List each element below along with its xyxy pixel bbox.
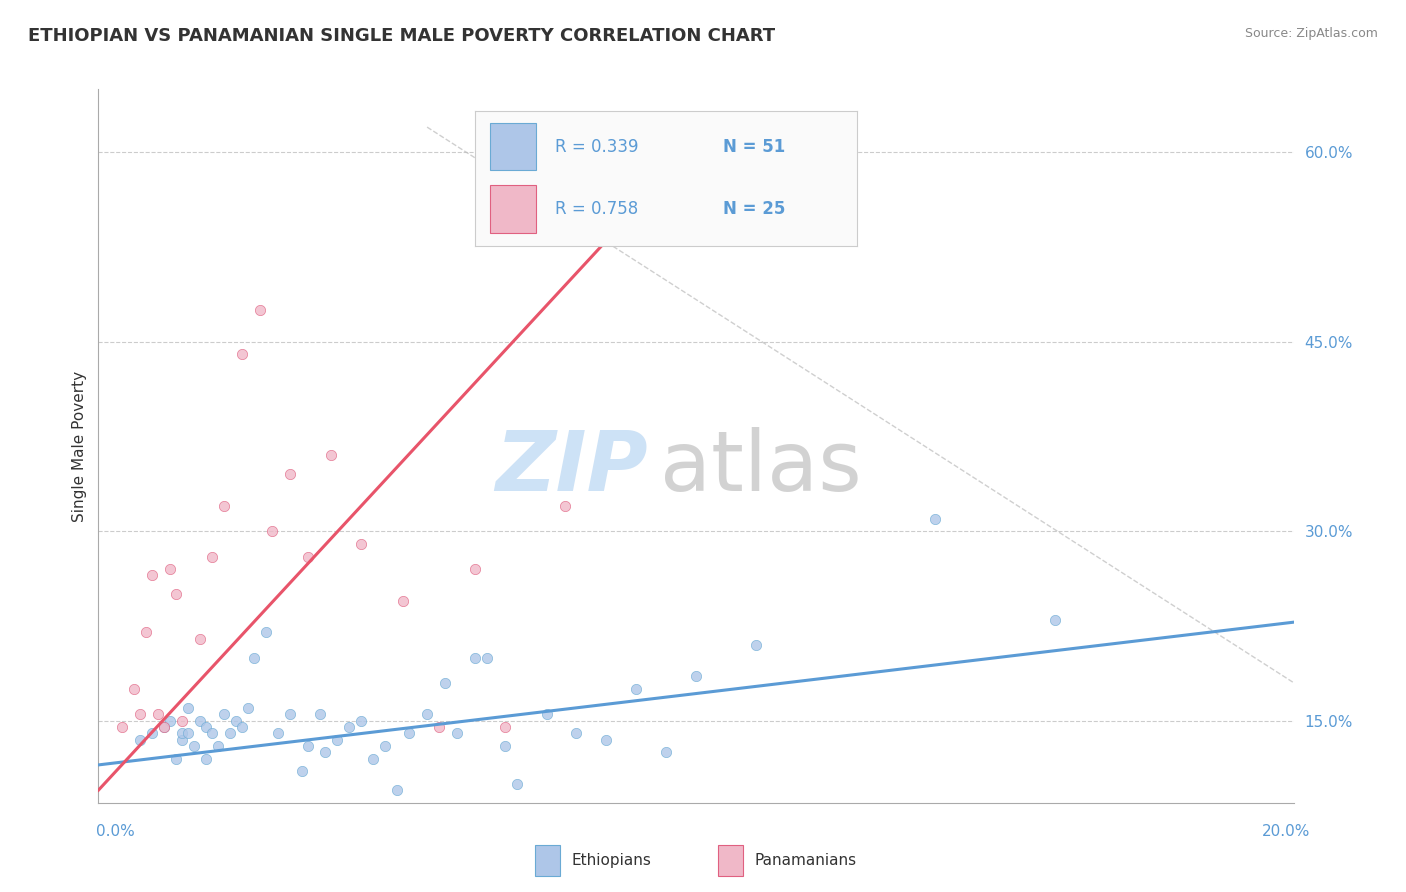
Point [165,751,187,765]
Text: ZIP: ZIP [495,427,648,508]
Point [194,751,218,765]
Point [212,499,235,513]
Y-axis label: Single Male Poverty: Single Male Poverty [72,370,87,522]
Text: R = 0.758: R = 0.758 [555,200,638,218]
Text: Source: ZipAtlas.com: Source: ZipAtlas.com [1244,27,1378,40]
Point [745,638,768,652]
Point [141,726,163,740]
Text: Panamanians: Panamanians [754,854,856,868]
Point [297,549,319,564]
Point [924,511,946,525]
Bar [491,123,536,170]
Point [172,714,194,728]
Text: 0.0%: 0.0% [96,824,135,838]
Point [326,732,349,747]
Text: Ethiopians: Ethiopians [571,854,651,868]
Point [536,707,558,722]
Bar [491,186,536,233]
Point [446,726,468,740]
Point [254,625,277,640]
Point [434,675,457,690]
Point [177,701,200,715]
Point [188,714,211,728]
Point [464,562,486,576]
Point [260,524,283,539]
Point [506,777,529,791]
Point [231,720,253,734]
Point [207,739,229,753]
Point [159,714,181,728]
Point [350,537,373,551]
Point [153,720,176,734]
Point [350,714,373,728]
Point [225,714,247,728]
Point [201,726,224,740]
Point [315,745,337,759]
Point [655,745,678,759]
Point [172,726,194,740]
Point [135,625,157,640]
Point [297,739,319,753]
Point [129,707,152,722]
Point [243,650,266,665]
Point [278,467,301,482]
Point [398,726,420,740]
Text: ETHIOPIAN VS PANAMANIAN SINGLE MALE POVERTY CORRELATION CHART: ETHIOPIAN VS PANAMANIAN SINGLE MALE POVE… [28,27,775,45]
Point [321,449,343,463]
Point [1043,613,1066,627]
Text: 20.0%: 20.0% [1263,824,1310,838]
Point [194,720,218,734]
Point [141,568,163,582]
Point [595,732,617,747]
Point [363,751,385,765]
Point [172,732,194,747]
Text: R = 0.339: R = 0.339 [555,137,638,155]
Point [159,562,181,576]
Point [129,732,152,747]
Point [124,682,146,697]
Bar [717,846,744,876]
Point [278,707,301,722]
Point [153,720,176,734]
Point [475,650,498,665]
Point [183,739,205,753]
Point [392,593,415,607]
Point [111,720,134,734]
Point [565,726,588,740]
Point [494,720,516,734]
Point [554,499,576,513]
Point [267,726,290,740]
Point [685,669,707,683]
Point [177,726,200,740]
Point [290,764,312,779]
Point [494,739,516,753]
Point [416,707,439,722]
Text: N = 25: N = 25 [724,200,786,218]
Point [385,783,409,797]
Text: atlas: atlas [661,427,862,508]
Point [374,739,396,753]
Text: N = 51: N = 51 [724,137,786,155]
Point [236,701,259,715]
Point [231,347,253,361]
Point [308,707,330,722]
Point [165,587,187,601]
Point [464,650,486,665]
Point [249,303,271,318]
Point [201,549,224,564]
Point [212,707,235,722]
Point [219,726,242,740]
Point [427,720,450,734]
Point [339,720,360,734]
Point [624,682,647,697]
Bar [534,846,561,876]
Point [188,632,211,646]
Point [148,707,170,722]
